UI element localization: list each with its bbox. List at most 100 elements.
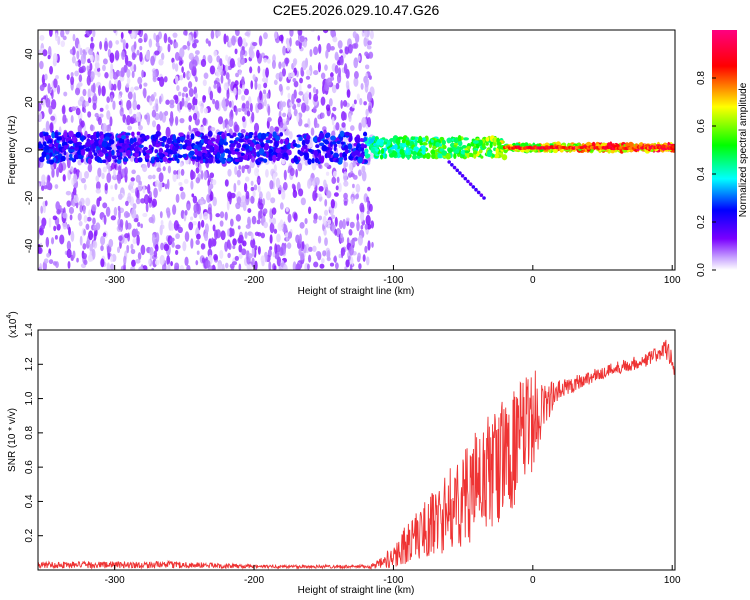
heatmap-cell	[317, 62, 321, 73]
heatmap-cell	[98, 196, 102, 202]
heatmap-cell	[249, 102, 253, 113]
heatmap-cell	[432, 145, 437, 150]
heatmap-cell	[491, 153, 495, 158]
heatmap-cell	[243, 154, 249, 161]
heatmap-cell	[215, 160, 221, 164]
heatmap-cell	[175, 75, 179, 85]
heatmap-cell	[193, 98, 197, 106]
heatmap-cell	[307, 179, 312, 189]
heatmap-cell	[243, 88, 249, 96]
heatmap-cell	[194, 130, 201, 137]
heatmap-cell	[349, 221, 355, 229]
heatmap-cell	[321, 144, 328, 152]
heatmap-cell	[132, 99, 138, 111]
heatmap-cell	[195, 177, 201, 184]
heatmap-cell	[236, 88, 242, 95]
heatmap-cell	[256, 178, 261, 183]
heatmap-cell	[89, 54, 94, 63]
heatmap-cell	[296, 98, 302, 104]
heatmap-cell	[348, 162, 353, 172]
heatmap-cell	[105, 153, 109, 157]
heatmap-cell	[463, 176, 468, 181]
heatmap-cell	[339, 130, 345, 138]
heatmap-cell	[267, 117, 272, 122]
heatmap-cell	[360, 211, 365, 222]
heatmap-cell	[291, 183, 295, 190]
heatmap-cell	[126, 60, 133, 67]
heatmap-cell	[367, 116, 372, 128]
heatmap-cell	[204, 153, 210, 158]
heatmap-cell	[135, 228, 139, 237]
heatmap-cell	[359, 202, 365, 213]
heatmap-cell	[422, 141, 428, 146]
heatmap-cell	[229, 135, 234, 139]
heatmap-cell	[204, 223, 209, 234]
heatmap-cell	[257, 65, 261, 74]
heatmap-cell	[213, 80, 218, 85]
heatmap-cell	[350, 239, 355, 246]
heatmap-cell	[178, 132, 184, 137]
colorbar: 0.0 0.2 0.4 0.6 0.8 Normalized spectral ampl…	[696, 30, 749, 277]
heatmap-cell	[222, 120, 226, 130]
heatmap-cell	[343, 180, 349, 187]
heatmap-cell	[95, 175, 100, 183]
heatmap-cell	[272, 217, 277, 225]
heatmap-cell	[313, 70, 319, 76]
heatmap-cell	[89, 62, 93, 71]
colorbar-gradient	[712, 30, 737, 270]
heatmap-cell	[278, 61, 282, 70]
heatmap-cell	[82, 49, 86, 55]
heatmap-cell	[87, 165, 91, 172]
heatmap-cell	[237, 179, 241, 186]
heatmap-cell	[122, 39, 126, 48]
heatmap-cell	[121, 50, 126, 61]
heatmap-cell	[136, 234, 140, 246]
heatmap-cell	[349, 263, 353, 270]
heatmap-cell	[251, 257, 255, 268]
heatmap-cell	[334, 228, 338, 236]
heatmap-cell	[45, 154, 50, 160]
heatmap-cell	[297, 162, 303, 172]
heatmap-cell	[92, 30, 96, 38]
heatmap-cell	[52, 261, 57, 266]
heatmap-cell	[110, 255, 114, 263]
heatmap-cell	[298, 136, 303, 142]
heatmap-cell	[127, 91, 133, 100]
heatmap-cell	[364, 245, 368, 254]
heatmap-cell	[102, 232, 107, 237]
snr-ytick-label: 0.8	[24, 425, 35, 439]
heatmap-cell	[263, 144, 269, 151]
heatmap-cell	[245, 176, 250, 182]
heatmap-cell	[171, 57, 175, 64]
heatmap-cell	[208, 40, 211, 47]
heatmap-cell	[114, 183, 118, 190]
heatmap-cell	[235, 106, 238, 116]
heatmap-cell	[342, 100, 348, 107]
heatmap-cell	[74, 70, 79, 77]
heatmap-cell	[271, 60, 276, 69]
heatmap-cell	[257, 245, 261, 255]
heatmap-cell	[213, 254, 218, 261]
heatmap-cell	[288, 131, 293, 140]
heatmap-cell	[384, 138, 389, 142]
heatmap-cell	[167, 211, 171, 219]
heatmap-cell	[276, 152, 283, 159]
heatmap-cell	[225, 64, 229, 72]
spec-xtick-label: -200	[244, 275, 264, 286]
heatmap-cell	[247, 208, 252, 214]
heatmap-cell	[118, 165, 122, 175]
heatmap-cell	[70, 115, 74, 123]
heatmap-cell	[54, 234, 58, 240]
heatmap-cell	[326, 249, 331, 260]
heatmap-cell	[437, 153, 442, 159]
heatmap-cell	[152, 140, 157, 147]
heatmap-cell	[336, 176, 340, 184]
heatmap-cell	[272, 131, 277, 138]
heatmap-cell	[108, 40, 113, 49]
heatmap-cell	[221, 99, 226, 109]
heatmap-cell	[233, 87, 237, 96]
heatmap-cell	[226, 124, 230, 133]
heatmap-cell	[300, 147, 305, 152]
heatmap-cell	[143, 82, 148, 87]
heatmap-cell	[304, 227, 309, 236]
